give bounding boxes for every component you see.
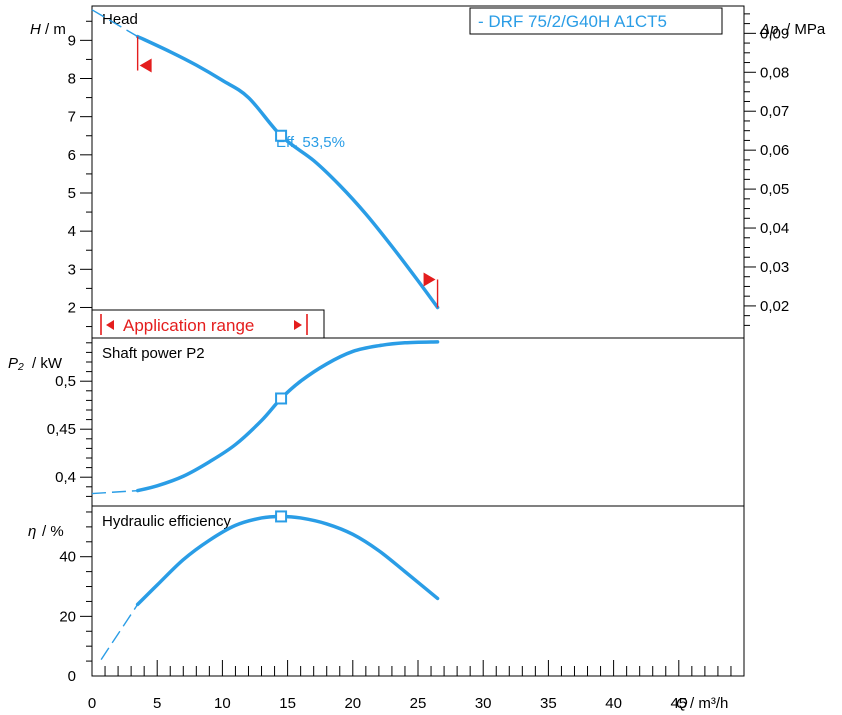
y-tick-label: 0,5 [55, 373, 76, 390]
head-axis-unit: / m [45, 21, 66, 38]
head-extrapolation-line [91, 9, 138, 38]
y-tick-label: 7 [68, 109, 76, 126]
y2-tick-label: 0,05 [760, 181, 789, 198]
y-tick-label: 20 [59, 608, 76, 625]
pressure-axis-symbol: Δp [759, 21, 778, 38]
power-extrapolation-line [91, 489, 138, 495]
y-tick-label: 4 [68, 223, 76, 240]
x-tick-label: 30 [475, 695, 492, 712]
power-panel-frame [91, 337, 745, 507]
y-tick-label: 2 [68, 299, 76, 316]
legend-entry: - DRF 75/2/G40H A1CT5 [478, 12, 667, 31]
power-axis-unit: / kW [32, 355, 63, 372]
y2-tick-label: 0,04 [760, 220, 789, 237]
application-range-right-arrow [294, 320, 302, 330]
legend-box [469, 7, 723, 35]
y2-tick-label: 0,08 [760, 64, 789, 81]
efficiency-extrapolation-line [100, 604, 139, 660]
pressure-axis-unit: / MPa [786, 21, 826, 38]
x-tick-label: 0 [88, 695, 96, 712]
head-panel-label: Head [102, 11, 138, 28]
range-start-arrow [139, 58, 152, 73]
power-panel-label: Shaft power P2 [102, 345, 205, 362]
head-operating-point-marker [275, 129, 288, 142]
axes-layer: 0 5 10 15 20 25 30 35 40 45234567890,40,450,50204… [47, 13, 789, 712]
application-range-marker [100, 314, 308, 335]
y2-tick-label: 0,09 [760, 25, 789, 42]
application-range-box [91, 309, 325, 339]
markers-layer [136, 36, 439, 523]
efficiency-axis-unit: / % [42, 523, 64, 540]
power-axis-symbol: P₂ [8, 355, 24, 372]
x-axis-unit: / m³/h [690, 695, 728, 712]
y-tick-label: 5 [68, 185, 76, 202]
range-end-arrow [423, 272, 436, 287]
power-curve [135, 340, 440, 493]
y-tick-label: 3 [68, 261, 76, 278]
y2-tick-label: 0,07 [760, 103, 789, 120]
power-operating-point-marker [275, 392, 288, 405]
x-axis-symbol: Q [676, 695, 688, 712]
y-tick-label: 0,4 [55, 469, 76, 486]
head-curve [135, 34, 440, 310]
efficiency-panel-label: Hydraulic efficiency [102, 513, 231, 530]
y2-tick-label: 0,06 [760, 142, 789, 159]
y-tick-label: 6 [68, 147, 76, 164]
x-tick-label: 5 [153, 695, 161, 712]
y-tick-label: 8 [68, 71, 76, 88]
x-tick-label: 25 [410, 695, 427, 712]
y-tick-label: 0,45 [47, 421, 76, 438]
head-panel-frame [91, 5, 745, 339]
x-tick-label: 35 [540, 695, 557, 712]
efficiency-panel-frame [91, 505, 745, 677]
y-tick-label: 40 [59, 549, 76, 566]
efficiency-operating-point-marker [275, 510, 288, 523]
x-tick-label: 40 [605, 695, 622, 712]
y-tick-label: 0 [68, 668, 76, 685]
application-range-left-arrow [106, 320, 114, 330]
y-tick-label: 9 [68, 32, 76, 49]
head-axis-symbol: H [30, 21, 41, 38]
x-tick-label: 15 [279, 695, 296, 712]
x-tick-label: 45 [670, 695, 687, 712]
x-tick-label: 20 [344, 695, 361, 712]
y2-tick-label: 0,02 [760, 298, 789, 315]
y2-tick-label: 0,03 [760, 259, 789, 276]
efficiency-axis-symbol: η [28, 523, 36, 540]
application-range-label: Application range [123, 316, 254, 335]
x-tick-label: 10 [214, 695, 231, 712]
